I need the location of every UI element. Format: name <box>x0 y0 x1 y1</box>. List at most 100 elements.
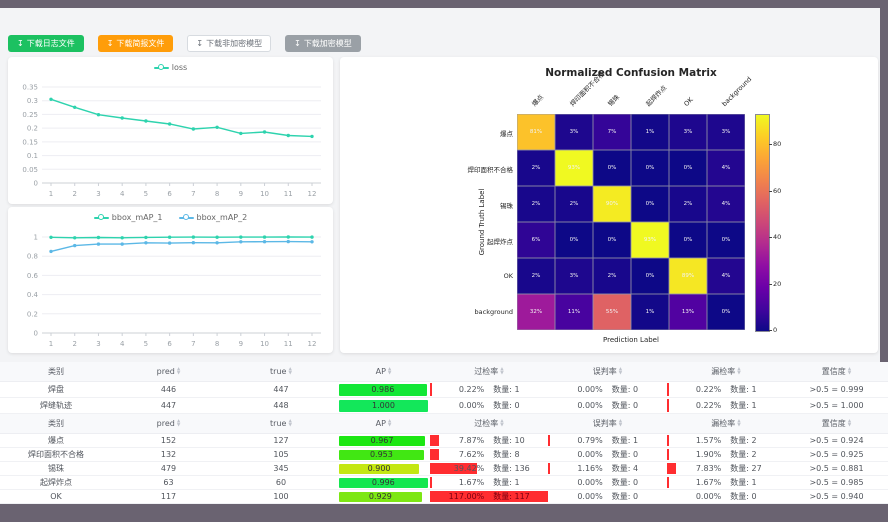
cell-confidence: >0.5 = 0.985 <box>809 478 864 487</box>
matrix-cell: 32% <box>517 294 555 330</box>
cell-misjudge-rate: 0.00% 数量: 0 <box>548 490 667 503</box>
matrix-row-label: 爆点 <box>500 130 513 138</box>
missed-rate-count: 数量: 1 <box>730 401 757 410</box>
svg-text:4: 4 <box>120 190 125 198</box>
sort-caret-icon[interactable]: ▲ ▼ <box>847 418 852 428</box>
cell-misjudge-rate: 0.00% 数量: 0 <box>548 398 667 413</box>
misjudge-rate-percent: 1.16% <box>577 464 603 473</box>
column-header-true[interactable]: true ▲ ▼ <box>225 419 337 428</box>
cell-confidence: >0.5 = 0.925 <box>809 450 864 459</box>
download-encrypted-model-button[interactable]: ↧ 下载加密模型 <box>285 35 361 52</box>
cell-ap: 0.986 <box>337 382 430 397</box>
matrix-cell: 7% <box>593 114 631 150</box>
column-header-置信度[interactable]: 置信度 ▲ ▼ <box>785 418 888 429</box>
svg-text:0.1: 0.1 <box>27 152 38 160</box>
cell-missed-rate: 7.83% 数量: 27 <box>667 462 785 475</box>
cell-ap: 0.996 <box>337 476 430 489</box>
over-detection-rate-percent: 39.42% <box>453 464 485 473</box>
column-header-true[interactable]: true ▲ ▼ <box>225 367 337 376</box>
download-report-button[interactable]: ↧ 下载简报文件 <box>97 35 174 52</box>
ap-bar: 0.929 <box>339 491 422 502</box>
column-header-漏检率[interactable]: 漏检率 ▲ ▼ <box>667 366 785 377</box>
cell-pred: 479 <box>160 464 177 473</box>
sort-caret-icon[interactable]: ▲ ▼ <box>618 366 623 376</box>
cell-class-name: 爆点 <box>48 436 64 445</box>
cell-pred: 152 <box>160 436 177 445</box>
matrix-cell: 2% <box>669 186 707 222</box>
misjudge-rate-percent: 0.00% <box>577 401 603 410</box>
misjudge-rate-bar <box>548 463 550 474</box>
missed-rate-count: 数量: 1 <box>730 385 757 394</box>
column-header-误判率[interactable]: 误判率 ▲ ▼ <box>548 366 667 377</box>
legend-line-icon <box>93 214 109 220</box>
column-header-误判率[interactable]: 误判率 ▲ ▼ <box>548 418 667 429</box>
colorbar-tick-label: 0 <box>773 326 778 334</box>
legend-item-bbox-map-2[interactable]: bbox_mAP_2 <box>178 213 247 222</box>
matrix-cell: 0% <box>669 150 707 186</box>
missed-rate-percent: 7.83% <box>695 464 722 473</box>
column-header-pred[interactable]: pred ▲ ▼ <box>112 419 225 428</box>
matrix-cell: 2% <box>517 258 555 294</box>
over-detection-rate-bar <box>430 477 432 488</box>
sort-caret-icon[interactable]: ▲ ▼ <box>176 366 181 376</box>
sort-caret-icon[interactable]: ▲ ▼ <box>737 366 741 376</box>
column-header-置信度[interactable]: 置信度 ▲ ▼ <box>785 366 888 377</box>
column-header-AP[interactable]: AP ▲ ▼ <box>337 367 430 376</box>
missed-rate-bar <box>667 477 669 488</box>
missed-rate-bar <box>667 435 669 446</box>
colorbar-tick-mark <box>769 190 772 192</box>
legend-line-icon <box>153 64 169 70</box>
column-header-过检率[interactable]: 过检率 ▲ ▼ <box>430 418 548 429</box>
column-header-漏检率[interactable]: 漏检率 ▲ ▼ <box>667 418 785 429</box>
cell-pred: 447 <box>160 401 177 410</box>
missed-rate-bar <box>667 399 669 412</box>
matrix-cell: 0% <box>631 150 669 186</box>
matrix-cell: 3% <box>555 114 593 150</box>
ap-bar: 0.996 <box>339 477 428 488</box>
loss-chart-card: loss 0 0.05 0.1 0.15 0.2 0.25 0.3 0.35 1 2 3 4 5 6 7 8 9… <box>8 57 333 204</box>
column-header-过检率[interactable]: 过检率 ▲ ▼ <box>430 366 548 377</box>
missed-rate-percent: 0.22% <box>695 385 722 394</box>
column-header-label: 过检率 <box>474 367 499 376</box>
legend-item-loss[interactable]: loss <box>153 63 188 72</box>
svg-text:5: 5 <box>144 190 148 198</box>
sort-caret-icon[interactable]: ▲ ▼ <box>288 418 292 428</box>
sort-caret-icon[interactable]: ▲ ▼ <box>176 418 181 428</box>
ap-bar: 0.986 <box>339 383 427 396</box>
sort-caret-icon[interactable]: ▲ ▼ <box>847 366 852 376</box>
legend-item-bbox-map-1[interactable]: bbox_mAP_1 <box>93 213 163 222</box>
table-header-row: 类别 pred ▲ ▼ true ▲ ▼ AP ▲ ▼ 过检率 ▲ ▼ 误判率 ▲ ▼ 漏检率 ▲ ▼ 置信度 ▲ ▼ <box>0 362 888 382</box>
misjudge-rate-count: 数量: 4 <box>611 464 639 473</box>
column-header-AP[interactable]: AP ▲ ▼ <box>337 419 430 428</box>
matrix-col-label: background <box>720 75 754 108</box>
sort-caret-icon[interactable]: ▲ ▼ <box>387 418 392 428</box>
matrix-cell: 90% <box>593 186 631 222</box>
table-row: 爆点 152 127 0.967 7.87% 数量: 10 0.79% 数量: 1 1.57% 数… <box>0 434 888 448</box>
sort-caret-icon[interactable]: ▲ ▼ <box>737 418 741 428</box>
sort-caret-icon[interactable]: ▲ ▼ <box>618 418 623 428</box>
column-header-label: AP <box>375 367 386 376</box>
matrix-cell: 81% <box>517 114 555 150</box>
map-chart-legend: bbox_mAP_1 bbox_mAP_2 <box>8 213 333 222</box>
matrix-cell: 1% <box>631 294 669 330</box>
svg-text:8: 8 <box>215 340 219 348</box>
legend-label: loss <box>171 63 188 72</box>
colorbar-tick-mark <box>769 283 772 285</box>
missed-rate-bar <box>667 383 669 396</box>
sort-caret-icon[interactable]: ▲ ▼ <box>500 418 504 428</box>
sort-caret-icon[interactable]: ▲ ▼ <box>288 366 292 376</box>
column-header-pred[interactable]: pred ▲ ▼ <box>112 367 225 376</box>
missed-rate-count: 数量: 0 <box>730 492 757 501</box>
svg-text:3: 3 <box>96 190 100 198</box>
cell-pred: 63 <box>163 478 174 487</box>
cell-pred: 117 <box>160 492 177 501</box>
download-log-button[interactable]: ↧ 下载日志文件 <box>8 35 84 52</box>
matrix-row-label: OK <box>503 272 513 280</box>
cell-true: 448 <box>273 401 289 410</box>
download-plain-model-button[interactable]: ↧ 下载非加密模型 <box>187 35 272 52</box>
cell-misjudge-rate: 0.79% 数量: 1 <box>548 434 667 447</box>
cell-misjudge-rate: 0.00% 数量: 0 <box>548 448 667 461</box>
sort-caret-icon[interactable]: ▲ ▼ <box>387 366 392 376</box>
cell-true: 127 <box>273 436 289 445</box>
sort-caret-icon[interactable]: ▲ ▼ <box>500 366 504 376</box>
